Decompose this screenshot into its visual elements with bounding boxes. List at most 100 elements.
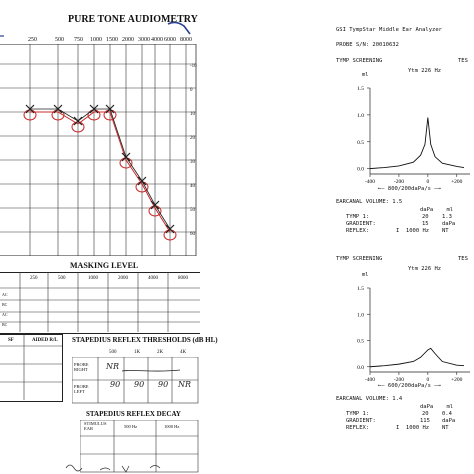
freq-label: 500 [55,37,64,43]
tymp1-units: daPa ml [420,207,454,213]
tymp2-row-label: REFLEX: [346,425,370,431]
analyzer-title: GSI TympStar Middle Ear Analyzer [336,27,442,33]
y-tick-label: 1.5 [357,86,364,92]
tymp1-row-v1: 15 [422,221,429,227]
masking-freq: 2000 [118,276,128,281]
freq-label: 6000 [164,37,176,43]
freq-label: 1500 [106,37,118,43]
masking-row: BC [2,302,8,307]
y-tick-label: 1.0 [357,312,364,318]
red-series-point [71,121,85,133]
black-series-point [53,104,63,114]
tymp2-ml: ml [362,272,369,278]
db-label: 50 [190,208,195,213]
tymp1-curve [369,117,465,170]
tymp2-row-v1: 115 [420,418,430,424]
tymp2-row-label: GRADIENT: [346,418,376,424]
tymp2-curve [369,347,465,368]
tymp2-row-v1: 20 [422,411,429,417]
sf-grid [0,334,62,400]
reflex-left-value: NR [178,380,192,389]
freq-label: 2000 [122,37,134,43]
tymp1-earcanal: EARCANAL VOLUME: 1.5 [336,199,403,205]
x-tick-label: -200 [394,377,404,383]
x-tick-label: 0 [426,377,429,383]
red-series-point [51,109,65,121]
freq-label: 250 [28,37,37,43]
db-label: 10 [190,112,195,117]
reflex-grid [72,357,199,404]
handwriting-scribble [65,464,161,473]
tymp1-chart: 1.5 1.0 0.5 0.0-400 -200 0 +200 [357,86,470,185]
aided-label: AIDED R/L [32,338,58,343]
red-series-point [23,109,37,121]
red-series-point [87,109,101,121]
tymp2-row-label: TYMP 1: [346,411,370,417]
tymp2-row-v2: 0.4 [442,411,452,417]
sf-label: SF [8,338,14,343]
black-series-point [165,224,175,234]
tymp1-row-v2: 1.3 [442,214,452,220]
tymp2-axes: 1.5 1.0 0.5 0.0-400 -200 0 +200 [357,286,470,383]
y-tick-label: 0.5 [357,140,364,146]
probe-left-label: PROBE LEFT [74,384,89,394]
y-tick-label: 0.5 [357,339,364,345]
x-tick-label: -400 [365,179,375,185]
masking-row: AC [2,312,8,317]
blue-ink-mark [0,21,191,37]
reflex-freq: 1K [134,350,141,355]
probe-serial: PROBE S/N: 20010632 [336,42,399,48]
masking-title: MASKING LEVEL [70,261,139,270]
tymp1-row-label: TYMP 1: [346,214,370,220]
decay-col-stimulus: STIMULUS EAR [84,421,107,431]
probe-right-label: PROBE RIGHT [74,362,89,372]
decay-col-1000: 1000 Hz [164,424,180,429]
db-label: 60 [190,232,195,237]
tymp2-row-v1: I 1000 Hz [396,425,430,431]
y-tick-label: 0.0 [357,167,364,173]
tymp2-screening: TYMP SCREENING [336,256,383,262]
masking-freq: 500 [58,276,66,281]
y-tick-label: 0.0 [357,365,364,371]
freq-label: 8000 [180,37,192,43]
tymp1-row-v1: 20 [422,214,429,220]
tymp2-row-v2: daPa [442,418,456,424]
freq-label: 4000 [151,37,163,43]
reflex-freq: 2K [157,350,164,355]
db-label: 0 [190,88,193,93]
tympanogram-curve [369,117,465,170]
black-series-point [89,104,99,114]
black-series-point [150,200,160,210]
db-label: 30 [190,160,195,165]
tymp1-row-v2: daPa [442,221,456,227]
red-series-point [135,181,149,193]
tymp2-units: daPa ml [420,404,454,410]
reflex-left-value: 90 [110,380,121,389]
masking-grid [0,272,200,332]
x-tick-label: +200 [451,179,463,185]
freq-label: 3000 [138,37,150,43]
tymp2-chart: 1.5 1.0 0.5 0.0-400 -200 0 +200 [357,286,470,383]
tymp2-earcanal: EARCANAL VOLUME: 1.4 [336,396,403,402]
tymp1-ml: ml [362,72,369,78]
x-tick-label: -200 [394,179,404,185]
freq-label: 750 [74,37,83,43]
tymp1-row-v2: NT [442,228,449,234]
red-series-point [148,205,162,217]
stapedius-decay-title: STAPEDIUS REFLEX DECAY [86,410,181,418]
red-series-line [30,111,171,233]
tymp2-ytm: Ytm 226 Hz [408,266,442,272]
masking-freq: 250 [30,276,38,281]
tymp1-x-axis: ←— 800/200daPa/s —→ [378,186,441,192]
db-label: -10 [190,64,197,69]
masking-freq: 4000 [148,276,158,281]
tymp1-screening: TYMP SCREENING [336,58,383,64]
stapedius-thresholds-title: STAPEDIUS REFLEX THRESHOLDS (dB HL) [72,336,218,344]
audiogram-series [23,104,177,241]
reflex-right-line [122,369,181,372]
reflex-left-value: 90 [158,380,169,389]
sf-aided-box [0,334,63,402]
red-series-point [119,157,133,169]
masking-row: BC [2,322,8,327]
tymp1-row-label: REFLEX: [346,228,370,234]
